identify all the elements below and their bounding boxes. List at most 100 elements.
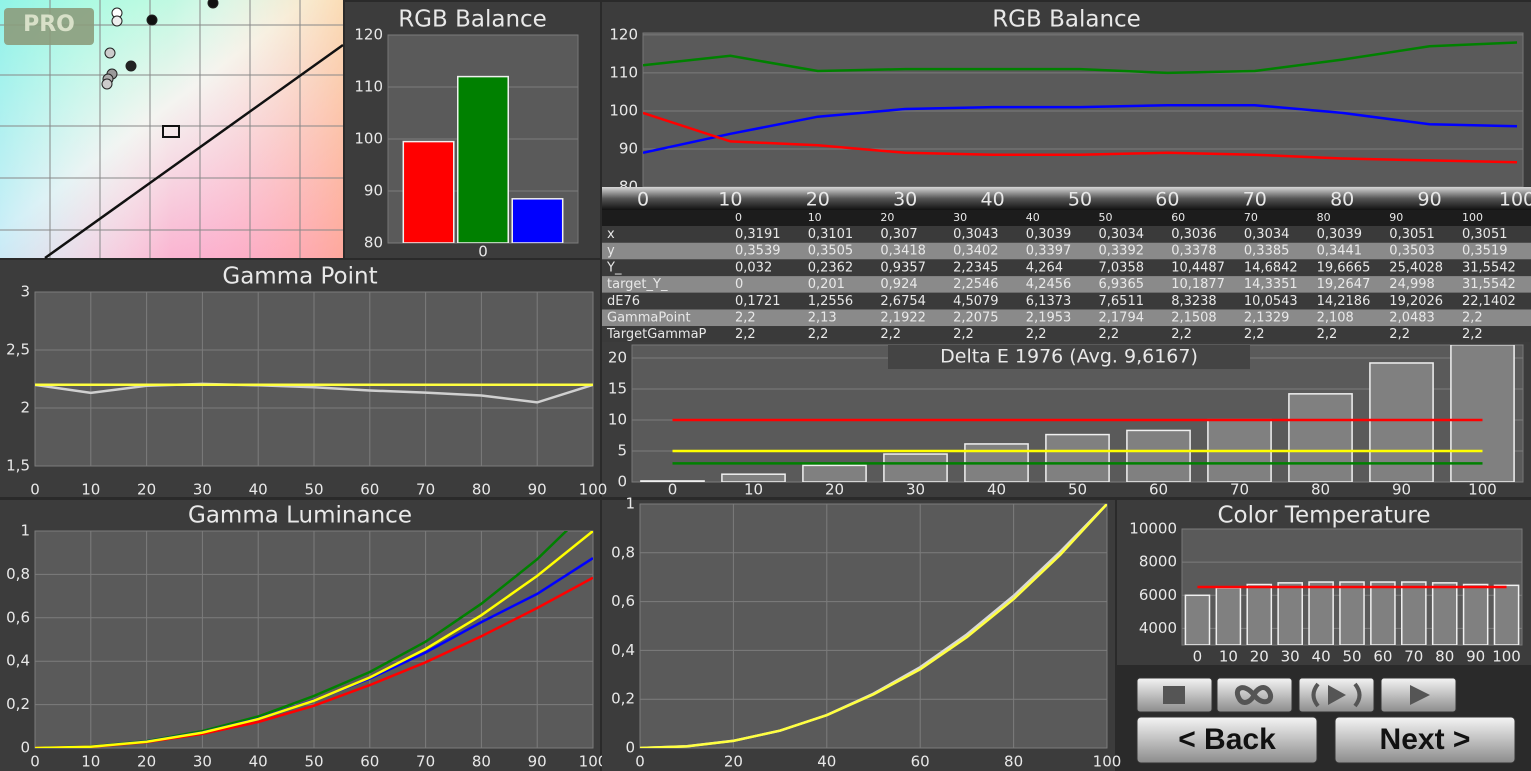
x-tick-label: 60 xyxy=(360,481,379,499)
x-tick-label: 80 xyxy=(1435,648,1454,666)
table-cell: 2,2345 xyxy=(953,260,999,275)
y-tick-label: 0,4 xyxy=(6,652,30,670)
x-tick-label: 100 xyxy=(1468,481,1497,499)
y-tick-label: 0,6 xyxy=(6,608,30,626)
x-tick-label: 40 xyxy=(981,189,1005,211)
table-cell: 2,2 xyxy=(1026,327,1047,342)
table-cell: 2,1508 xyxy=(1171,311,1217,326)
x-tick-label: 100 xyxy=(1093,753,1122,771)
table-cell: 2,1794 xyxy=(1099,311,1145,326)
x-tick-label: 40 xyxy=(817,753,836,771)
y-tick-label: 0,6 xyxy=(611,592,635,610)
y-tick-label: 5 xyxy=(617,442,627,460)
chart: 0 0,2 0,4 0,6 0,8 1 0 20 40 60 80 100 xyxy=(602,495,1121,771)
y-tick-label: 10000 xyxy=(1129,520,1177,538)
table-cell: 0,3051 xyxy=(1389,227,1435,242)
x-tick-label: 70 xyxy=(416,753,435,771)
chart: 1,5 2 2,5 3 Gamma Point 0 10 20 30 40 50 60 70 80 90 10… xyxy=(0,260,607,499)
controls: < Back Next > xyxy=(1136,677,1516,764)
bar xyxy=(1339,581,1365,645)
x-tick-label: 50 xyxy=(304,481,323,499)
row-label: GammaPoint xyxy=(607,311,691,326)
x-tick-label: 80 xyxy=(472,481,491,499)
table-cell: 0,3539 xyxy=(735,244,781,259)
table-cell: 0,3418 xyxy=(880,244,926,259)
x-header-bar xyxy=(602,187,1531,210)
column-header: 20 xyxy=(880,211,894,224)
chart-title: RGB Balance xyxy=(992,7,1141,33)
y-tick-label: 0,2 xyxy=(6,695,30,713)
table-cell: 2,2 xyxy=(1389,327,1410,342)
table-cell: 24,998 xyxy=(1389,277,1435,292)
bar xyxy=(1288,393,1353,482)
y-tick-label: 80 xyxy=(364,234,383,252)
x-tick-label: 90 xyxy=(1418,189,1442,211)
table-cell: 0,1721 xyxy=(735,294,781,309)
x-tick-label: 40 xyxy=(249,481,268,499)
table-cell: 10,4487 xyxy=(1171,260,1225,275)
y-tick-label: 20 xyxy=(608,349,627,367)
table-cell: 2,2 xyxy=(953,327,974,342)
chart: 0 0,2 0,4 0,6 0,8 1 Gamma Luminance 0 10 20 30 40 50… xyxy=(0,500,607,771)
table-cell: 7,6511 xyxy=(1099,294,1145,309)
y-tick-label: 1,5 xyxy=(6,457,30,475)
table-cell: 7,0358 xyxy=(1099,260,1145,275)
table-cell: 2,2 xyxy=(1317,327,1338,342)
chart: 4000 6000 8000 10000 Color Temperature 0 10 20 3… xyxy=(1117,500,1531,666)
table-cell: 2,2075 xyxy=(953,311,999,326)
table-cell: 0,3043 xyxy=(953,227,999,242)
table-row xyxy=(602,326,1531,343)
table-cell: 0,3378 xyxy=(1171,244,1217,259)
x-tick-label: 40 xyxy=(249,753,268,771)
column-header: 30 xyxy=(953,211,967,224)
back-button[interactable] xyxy=(1136,716,1318,764)
table-cell: 19,2026 xyxy=(1389,294,1443,309)
x-tick-label: 70 xyxy=(1230,481,1249,499)
bar xyxy=(457,75,509,243)
x-tick-label: 30 xyxy=(893,189,917,211)
y-tick-label: 15 xyxy=(608,380,627,398)
x-tick-label: 60 xyxy=(911,753,930,771)
table-cell: 10,1877 xyxy=(1171,277,1225,292)
bar xyxy=(402,140,455,243)
y-tick-label: 4000 xyxy=(1139,619,1177,637)
bar xyxy=(1215,587,1242,645)
column-header: 80 xyxy=(1317,211,1331,224)
x-tick-label: 100 xyxy=(1492,648,1521,666)
x-tick-label: 30 xyxy=(1281,648,1300,666)
chart-title: RGB Balance xyxy=(398,7,547,33)
chart: 0 5 10 15 20 Delta E 1976 (Avg. 9,6167) 0 10 20 3… xyxy=(602,342,1531,499)
next-label: Next > xyxy=(1380,723,1471,756)
y-tick-label: 3 xyxy=(20,283,30,301)
bar xyxy=(1462,583,1489,645)
y-tick-label: 120 xyxy=(354,26,383,44)
y-tick-label: 0 xyxy=(617,473,627,491)
series-line xyxy=(35,531,593,748)
next-button[interactable] xyxy=(1334,716,1516,764)
y-tick-label: 8000 xyxy=(1139,553,1177,571)
table-cell: 2,6754 xyxy=(880,294,926,309)
bar xyxy=(802,464,867,482)
y-tick-label: 90 xyxy=(364,182,383,200)
column-header: 60 xyxy=(1171,211,1185,224)
table-cell: 25,4028 xyxy=(1389,260,1443,275)
table-cell: 0 xyxy=(735,277,743,292)
y-tick-label: 0,2 xyxy=(611,690,635,708)
table-cell: 2,2 xyxy=(735,311,756,326)
y-tick-label: 2,5 xyxy=(6,341,30,359)
table-cell: 0,201 xyxy=(808,277,845,292)
table-cell: 2,1329 xyxy=(1244,311,1290,326)
y-tick-label: 110 xyxy=(609,63,638,81)
x-tick-label: 10 xyxy=(744,481,763,499)
x-tick-label: 50 xyxy=(1068,481,1087,499)
series-line xyxy=(643,103,1518,155)
x-tick-label: 10 xyxy=(718,189,742,211)
x-tick-label: 20 xyxy=(806,189,830,211)
x-tick-label: 60 xyxy=(1155,189,1179,211)
plot-area xyxy=(642,32,1524,188)
x-tick-label: 100 xyxy=(579,481,608,499)
x-tick-label: 90 xyxy=(1392,481,1411,499)
row-label: y xyxy=(607,244,615,259)
